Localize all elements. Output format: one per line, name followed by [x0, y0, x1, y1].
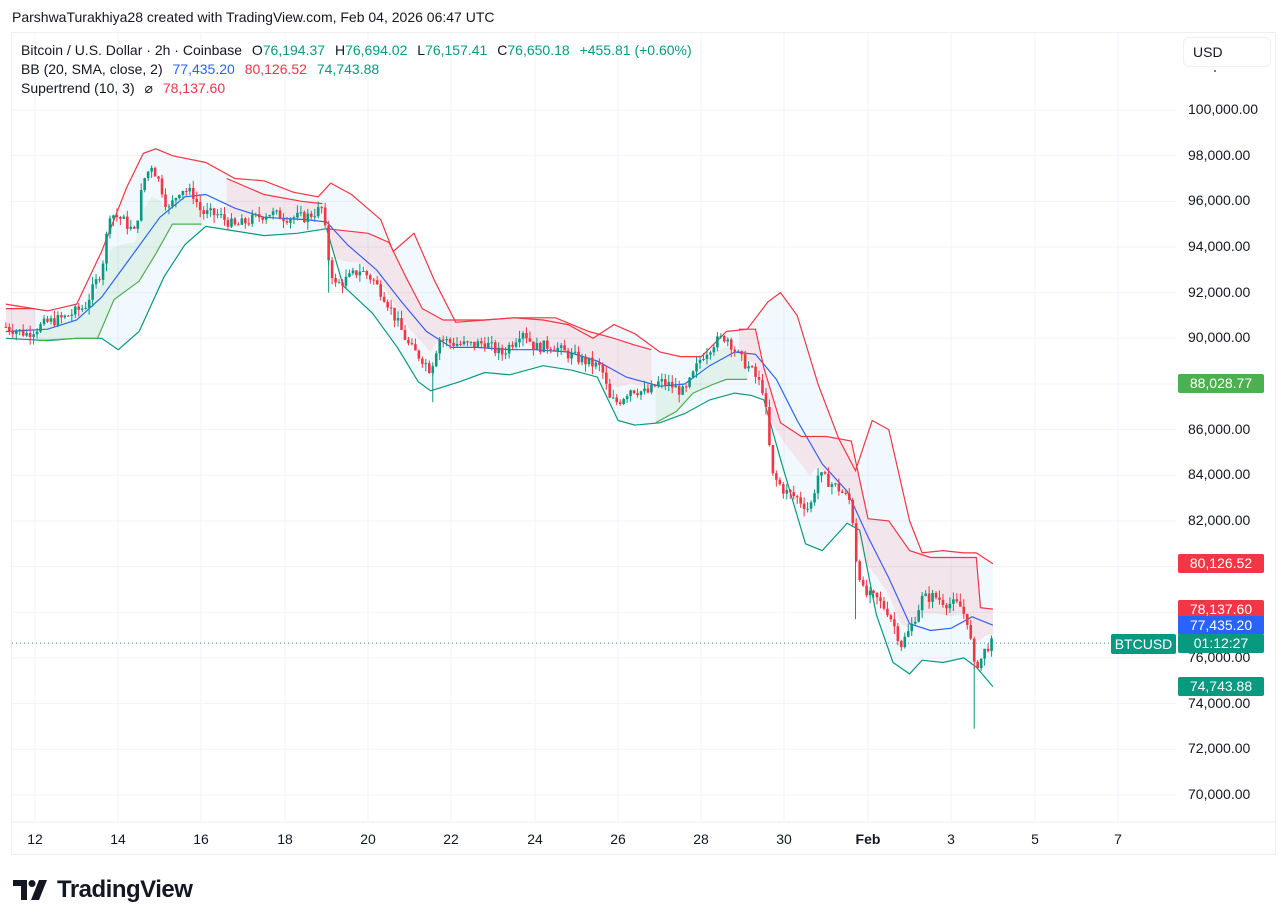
countdown-label: 01:12:27 — [1178, 633, 1264, 653]
supertrend — [5, 177, 993, 642]
chart-credit: ParshwaTurakhiya28 created with TradingV… — [12, 9, 495, 25]
bb-legend-row[interactable]: BB (20, SMA, close, 2) 77,435.20 80,126.… — [21, 60, 692, 79]
unit-dot-icon — [1214, 70, 1216, 72]
bb-lower-value: 74,743.88 — [316, 61, 380, 77]
time-tick: 28 — [693, 831, 709, 847]
high-value: 76,694.02 — [345, 42, 408, 58]
price-tick: 70,000.00 — [1188, 785, 1251, 802]
price-tick: 94,000.00 — [1188, 237, 1251, 254]
time-tick: 5 — [1031, 831, 1039, 847]
time-tick: 30 — [776, 831, 792, 847]
time-tick: 20 — [360, 831, 376, 847]
chart-frame[interactable] — [11, 32, 1276, 855]
symbol-price-tag: BTCUSD — [1111, 634, 1176, 654]
chart-grid — [12, 33, 1275, 823]
time-tick: 14 — [110, 831, 126, 847]
price-tick: 100,000.00 — [1188, 101, 1259, 117]
price-tick: 90,000.00 — [1188, 329, 1251, 346]
chart-legend: Bitcoin / U.S. Dollar · 2h · Coinbase O7… — [21, 41, 692, 98]
time-tick: 24 — [527, 831, 543, 847]
supertrend-label: 78,137.60 — [1178, 599, 1264, 619]
change-value: +455.81 (+0.60%) — [579, 42, 692, 58]
time-tick: 12 — [27, 831, 43, 847]
empty-set-icon: ⌀ — [144, 80, 153, 96]
high-label: H — [334, 42, 346, 58]
price-tick: 76,000.00 — [1188, 648, 1251, 665]
supertrend-previous-label: 88,028.77 — [1178, 373, 1264, 393]
price-tick: 82,000.00 — [1188, 511, 1251, 528]
bb-upper-label: 80,126.52 — [1178, 554, 1264, 574]
price-tick: 96,000.00 — [1188, 192, 1251, 209]
symbol-title: Bitcoin / U.S. Dollar · 2h · Coinbase — [21, 42, 242, 58]
open-label: O — [251, 42, 263, 58]
time-tick: Feb — [855, 831, 881, 847]
time-tick: 7 — [1114, 831, 1122, 847]
currency-button[interactable]: USD — [1183, 37, 1271, 67]
close-value: 76,650.18 — [507, 42, 570, 58]
time-tick: 18 — [277, 831, 293, 847]
price-tick: 84,000.00 — [1188, 466, 1251, 483]
tradingview-logo[interactable]: TradingView — [13, 876, 193, 904]
bb-lower-label: 74,743.88 — [1178, 677, 1264, 697]
price-tick: 74,000.00 — [1188, 694, 1251, 711]
time-tick: 16 — [193, 831, 209, 847]
supertrend-label: Supertrend (10, 3) — [21, 80, 135, 96]
price-tick: 86,000.00 — [1188, 420, 1251, 437]
time-tick: 3 — [947, 831, 955, 847]
candlesticks — [4, 165, 993, 729]
bb-basis-value: 77,435.20 — [172, 61, 235, 77]
brand-name: TradingView — [57, 876, 193, 903]
symbol-legend-row[interactable]: Bitcoin / U.S. Dollar · 2h · Coinbase O7… — [21, 41, 692, 60]
bb-upper-value: 80,126.52 — [244, 61, 307, 77]
price-tick: 92,000.00 — [1188, 283, 1251, 300]
supertrend-value: 78,137.60 — [162, 80, 226, 96]
time-tick: 26 — [610, 831, 626, 847]
low-value: 76,157.41 — [425, 42, 488, 58]
supertrend-legend-row[interactable]: Supertrend (10, 3) ⌀ 78,137.60 — [21, 79, 692, 98]
low-label: L — [417, 42, 426, 58]
time-tick: 22 — [443, 831, 459, 847]
bb-label: BB (20, SMA, close, 2) — [21, 61, 163, 77]
tradingview-logo-icon — [13, 880, 47, 900]
bb-basis-label: 77,435.20 — [1178, 615, 1264, 635]
open-value: 76,194.37 — [262, 42, 326, 58]
price-tick: 98,000.00 — [1188, 146, 1251, 163]
close-label: C — [497, 42, 508, 58]
price-tick: 72,000.00 — [1188, 740, 1251, 757]
